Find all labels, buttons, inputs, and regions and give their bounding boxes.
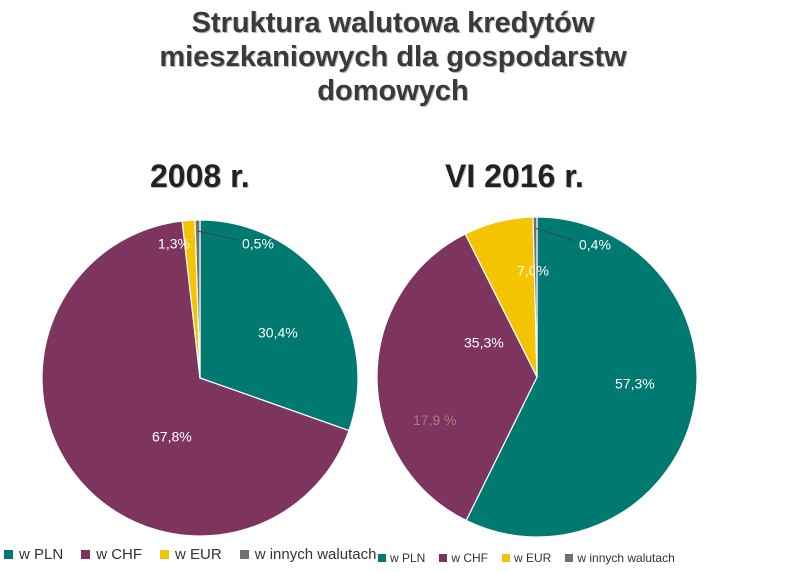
data-label-w-eur-2016: 7,0%	[517, 263, 549, 279]
legend-item-w-innych-walutach-2008: w innych walutach	[239, 546, 377, 563]
legend-label: w CHF	[451, 551, 489, 565]
legend-2008: w PLN w CHF w EUR w innych walutach	[4, 546, 394, 563]
leader-line-w-innych-walutach-2008	[197, 230, 239, 241]
legend-swatch	[502, 554, 511, 562]
legend-item-w-chf-2016: w CHF	[439, 551, 488, 565]
leader-line-w-innych-walutach-2016	[534, 227, 576, 242]
legend-label: w PLN	[390, 551, 426, 565]
pie-2008-title: 2008 r.	[150, 158, 250, 194]
pie-slice-w-pln-2016	[465, 216, 698, 538]
legend-label: w CHF	[96, 546, 143, 563]
data-label-w-innych-walutach-2016: 0,4%	[579, 237, 611, 253]
title-line-1: Struktura walutowa kredytów	[191, 7, 595, 39]
legend-swatch	[378, 554, 386, 562]
data-label-w-chf-2008: 67,8%	[152, 429, 192, 445]
chart-title: Struktura walutowa kredytów mieszkaniowy…	[0, 6, 786, 108]
pie-slice-w-chf-2008	[41, 220, 350, 537]
legend-label: w innych walutach	[254, 546, 377, 563]
data-label-w-chf-2016: 35,3%	[464, 335, 504, 351]
legend-swatch	[160, 550, 170, 559]
ghost-label: 17,9 %	[413, 412, 457, 428]
title-line-3: domowych	[317, 75, 469, 107]
legend-item-w-pln-2016: w PLN	[378, 551, 425, 565]
pie-slice-w-innych-walutach-2016	[532, 216, 538, 378]
title-line-2: mieszkaniowych dla gospodarstw	[159, 41, 627, 73]
data-label-w-pln-2008: 30,4%	[258, 325, 298, 341]
legend-item-w-eur-2008: w EUR	[160, 546, 222, 563]
legend-swatch	[81, 550, 91, 559]
legend-label: w EUR	[514, 551, 552, 565]
legend-item-w-innych-walutach-2016: w innych walutach	[565, 551, 675, 565]
legend-swatch	[239, 550, 249, 559]
legend-label: w EUR	[175, 546, 222, 563]
pie-slice-w-chf-2016	[376, 233, 538, 522]
legend-item-w-eur-2016: w EUR	[502, 551, 551, 565]
pie-slice-w-innych-walutach-2008	[194, 219, 201, 379]
legend-swatch	[4, 550, 13, 559]
legend-label: w innych walutach	[577, 551, 675, 565]
legend-label: w PLN	[19, 546, 64, 563]
data-label-w-eur-2008: 1,3%	[158, 236, 190, 252]
pie-2016-title: VI 2016 r.	[445, 158, 584, 194]
legend-item-w-pln-2008: w PLN	[4, 546, 63, 563]
legend-2016: w PLN w CHF w EUR w innych walutach	[378, 551, 689, 565]
legend-swatch	[439, 554, 448, 562]
legend-item-w-chf-2008: w CHF	[81, 546, 142, 563]
data-label-w-pln-2016: 57,3%	[615, 376, 655, 392]
legend-swatch	[565, 554, 574, 562]
data-label-w-innych-walutach-2008: 0,5%	[242, 236, 274, 252]
pie-slice-w-pln-2008	[199, 219, 359, 432]
